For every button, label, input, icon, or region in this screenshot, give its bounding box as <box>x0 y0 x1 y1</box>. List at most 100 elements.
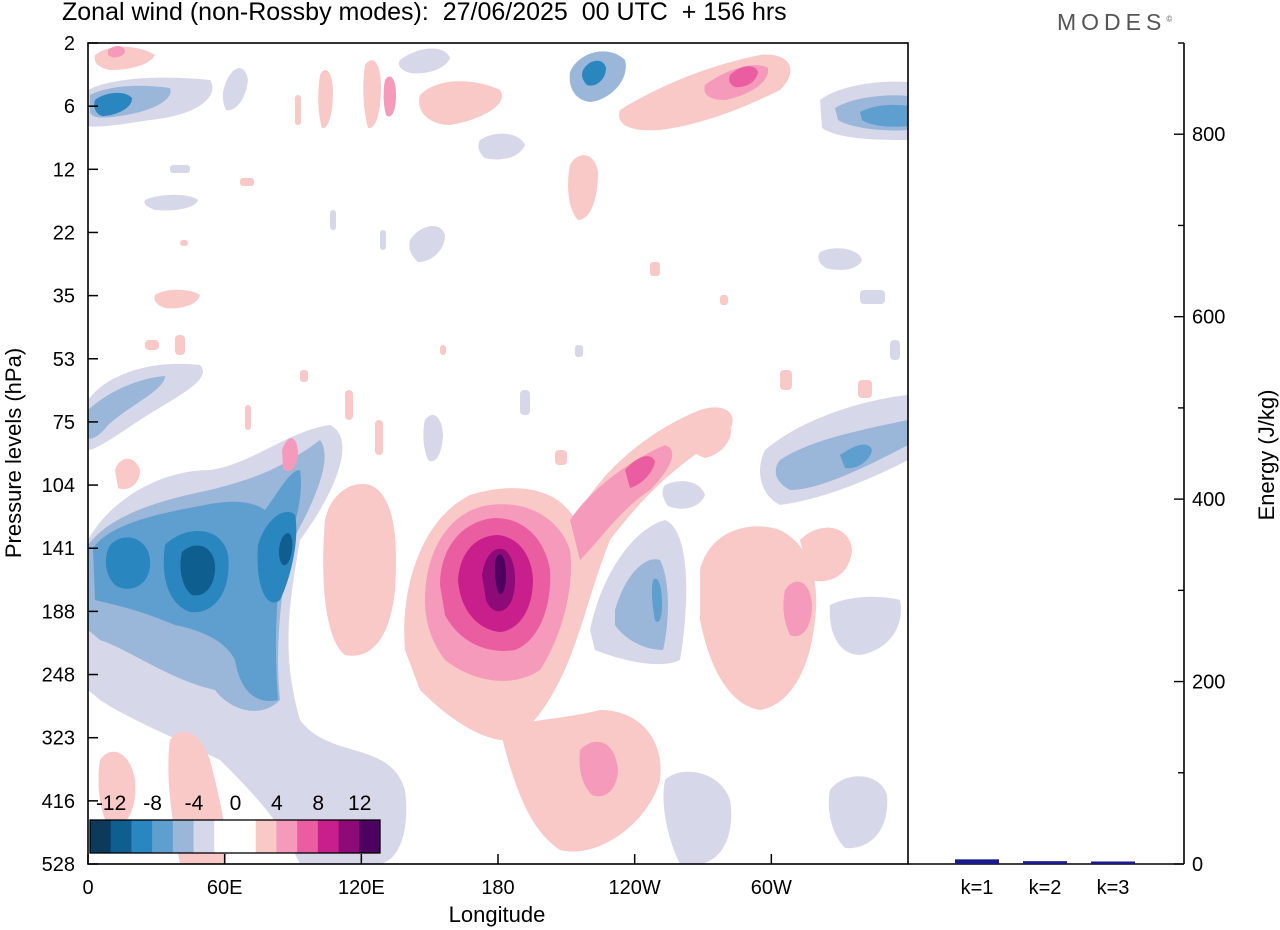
lavender-upper-5 <box>818 248 862 270</box>
colorbar-swatch <box>131 820 153 853</box>
y-tick-label: 2 <box>64 33 75 55</box>
easterly-bottom-right-1 <box>663 771 732 864</box>
y-tick-label: 104 <box>42 475 75 497</box>
westerly-tongue-core <box>625 456 655 488</box>
chart-title: Zonal wind (non-Rossby modes): 27/06/202… <box>62 0 787 26</box>
colorbar-swatch <box>235 820 257 853</box>
energy-bars: k=1 k=2 k=3 <box>955 859 1135 899</box>
y-tick-label: 248 <box>42 665 75 687</box>
texture-flecks <box>145 95 872 465</box>
colorbar-swatch <box>255 820 277 853</box>
westerly-60w-outer <box>700 526 817 710</box>
colorbar: -12 -8 -4 0 4 8 12 <box>89 792 381 854</box>
westerly-104-left <box>115 458 140 490</box>
westerly-upper-mid-1 <box>419 81 502 125</box>
westerly-35-left <box>154 289 200 309</box>
energy-tick-label: 200 <box>1192 672 1225 694</box>
wind-field <box>88 43 908 864</box>
colorbar-swatch <box>276 820 298 853</box>
x-tick-label: 120W <box>609 877 661 899</box>
energy-tick-label: 600 <box>1192 307 1225 329</box>
colorbar-swatch <box>90 820 112 853</box>
colorbar-swatch <box>110 820 132 853</box>
colorbar-swatch <box>317 820 340 853</box>
upper-easterly-center-core <box>582 60 606 86</box>
westerly-75-right <box>689 420 731 458</box>
x-tick-label: 60W <box>751 877 792 899</box>
y-tick-label: 323 <box>42 728 75 750</box>
y-tick-label: 75 <box>53 412 75 434</box>
lavender-mid-2 <box>662 481 705 509</box>
colorbar-label: -12 <box>96 792 126 815</box>
westerly-120e-band <box>323 484 396 656</box>
colorbar-swatch <box>152 820 174 853</box>
energy-bar <box>1023 861 1067 864</box>
westerly-lower-left-2 <box>98 751 136 829</box>
lavender-mid-1 <box>423 415 443 462</box>
modes-logo: MODES© <box>1057 9 1173 35</box>
lavender-upper-3 <box>478 133 525 160</box>
westerly-60w-core <box>783 581 812 637</box>
easterly-core-2b <box>180 545 216 596</box>
westerly-90e-blob <box>282 438 298 472</box>
westerly-max-core <box>494 554 506 595</box>
lavender-upper-4 <box>398 48 450 74</box>
y-tick-label: 12 <box>53 159 75 181</box>
energy-tick-label: 400 <box>1192 489 1225 511</box>
brand-text: MODES <box>1057 9 1167 35</box>
energy-tick-label: 0 <box>1192 854 1203 876</box>
x-tick-label: 120E <box>338 877 385 899</box>
y-tick-label: 35 <box>53 286 75 308</box>
colorbar-swatch <box>193 820 215 853</box>
energy-bar-label: k=2 <box>1029 877 1062 899</box>
westerly-upper-left-core <box>108 46 125 58</box>
energy-bar-label: k=1 <box>961 877 994 899</box>
texture-flecks-blue <box>170 165 900 415</box>
easterly-bottom-right-2 <box>828 776 888 849</box>
westerly-upper-right-core <box>729 66 758 88</box>
y-axis-title: Pressure levels (hPa) <box>1 348 26 558</box>
y-tick-label: 528 <box>42 854 75 876</box>
westerly-upper-center <box>568 155 598 220</box>
lavender-upper-6 <box>222 68 248 111</box>
colorbar-label: -8 <box>143 792 162 815</box>
y-axis: 2 6 12 22 35 53 75 104 141 188 248 323 416 528 <box>42 33 98 876</box>
y-tick-label: 22 <box>53 222 75 244</box>
energy-bar <box>955 859 999 864</box>
lavender-upper-2 <box>409 225 445 262</box>
colorbar-swatch <box>172 820 195 853</box>
y-tick-label: 6 <box>64 96 75 118</box>
x-tick-label: 60E <box>207 877 243 899</box>
colorbar-swatch <box>359 820 381 853</box>
colorbar-label: 0 <box>230 792 242 815</box>
y-tick-label: 141 <box>42 538 75 560</box>
energy-axis: 0 200 400 600 800 <box>1174 42 1225 876</box>
lavender-upper-1 <box>144 194 198 211</box>
colorbar-swatch <box>297 820 319 853</box>
easterly-120w-core <box>651 578 662 622</box>
x-tick-label: 180 <box>481 877 514 899</box>
y-tick-label: 188 <box>42 601 75 623</box>
colorbar-label: 12 <box>348 792 371 815</box>
westerly-lower-core <box>579 741 618 797</box>
x-tick-label: 0 <box>82 877 93 899</box>
colorbar-label: -4 <box>185 792 204 815</box>
westerly-upper-streak-1 <box>318 70 333 129</box>
energy-tick-label: 800 <box>1192 124 1225 146</box>
westerly-60w-right <box>800 527 852 582</box>
energy-bar <box>1091 861 1135 864</box>
x-axis-title: Longitude <box>449 902 546 927</box>
colorbar-label: 8 <box>312 792 324 815</box>
easterly-core-3b <box>278 533 293 566</box>
easterly-right-mid-1 <box>829 596 901 655</box>
easterly-band-upper <box>88 363 203 450</box>
easterly-band-upper-2 <box>88 376 165 439</box>
upper-easterly-inner <box>94 92 133 116</box>
westerly-upper-streak-2 <box>363 60 381 129</box>
westerly-upper-streak-3 <box>383 76 396 117</box>
y-tick-label: 53 <box>53 349 75 371</box>
colorbar-swatch <box>338 820 360 853</box>
colorbar-frame <box>89 819 381 854</box>
y-tick-label: 416 <box>42 791 75 813</box>
